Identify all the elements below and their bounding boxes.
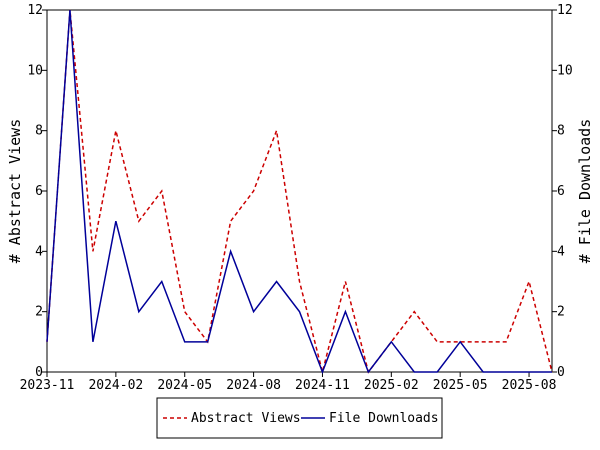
x-tick-label: 2024-02 [88,378,143,393]
left-y-tick-label: 2 [35,305,43,320]
x-axis: 2023-11 2024-02 2024-05 2024-08 2024-11 2025-… [20,372,557,393]
left-axis-title: # Abstract Views [6,119,24,264]
plot-area [46,9,553,373]
x-tick-label: 2024-11 [295,378,350,393]
series-line-file-downloads [46,9,552,375]
legend-label-abstract-views: Abstract Views [191,411,301,426]
right-axis-title: # File Downloads [576,119,594,264]
left-y-tick-label: 4 [35,244,43,259]
legend: Abstract Views File Downloads [156,397,443,439]
series-lines [46,9,553,375]
right-y-tick-label: 0 [557,365,565,380]
left-y-tick-label: 8 [35,124,43,139]
legend-box [156,397,443,439]
left-y-axis: 0 2 4 6 8 10 12 [27,3,47,380]
left-y-tick-label: 12 [27,3,43,18]
right-y-tick-label: 8 [557,124,565,139]
right-y-tick-label: 12 [557,3,573,18]
left-y-tick-label: 0 [35,365,43,380]
left-y-tick-label: 6 [35,184,43,199]
right-y-tick-label: 2 [557,305,565,320]
series-line-abstract-views [46,9,553,374]
right-y-axis: 0 2 4 6 8 10 12 [552,3,573,380]
x-tick-label: 2023-11 [20,378,75,393]
x-tick-label: 2024-05 [157,378,212,393]
x-tick-label: 2025-02 [364,378,419,393]
right-y-tick-label: 4 [557,244,565,259]
left-y-tick-label: 10 [27,63,43,78]
legend-label-file-downloads: File Downloads [329,411,439,426]
right-y-tick-label: 6 [557,184,565,199]
x-tick-label: 2025-08 [502,378,557,393]
right-y-tick-label: 10 [557,63,573,78]
x-tick-label: 2025-05 [433,378,488,393]
x-tick-label: 2024-08 [226,378,281,393]
